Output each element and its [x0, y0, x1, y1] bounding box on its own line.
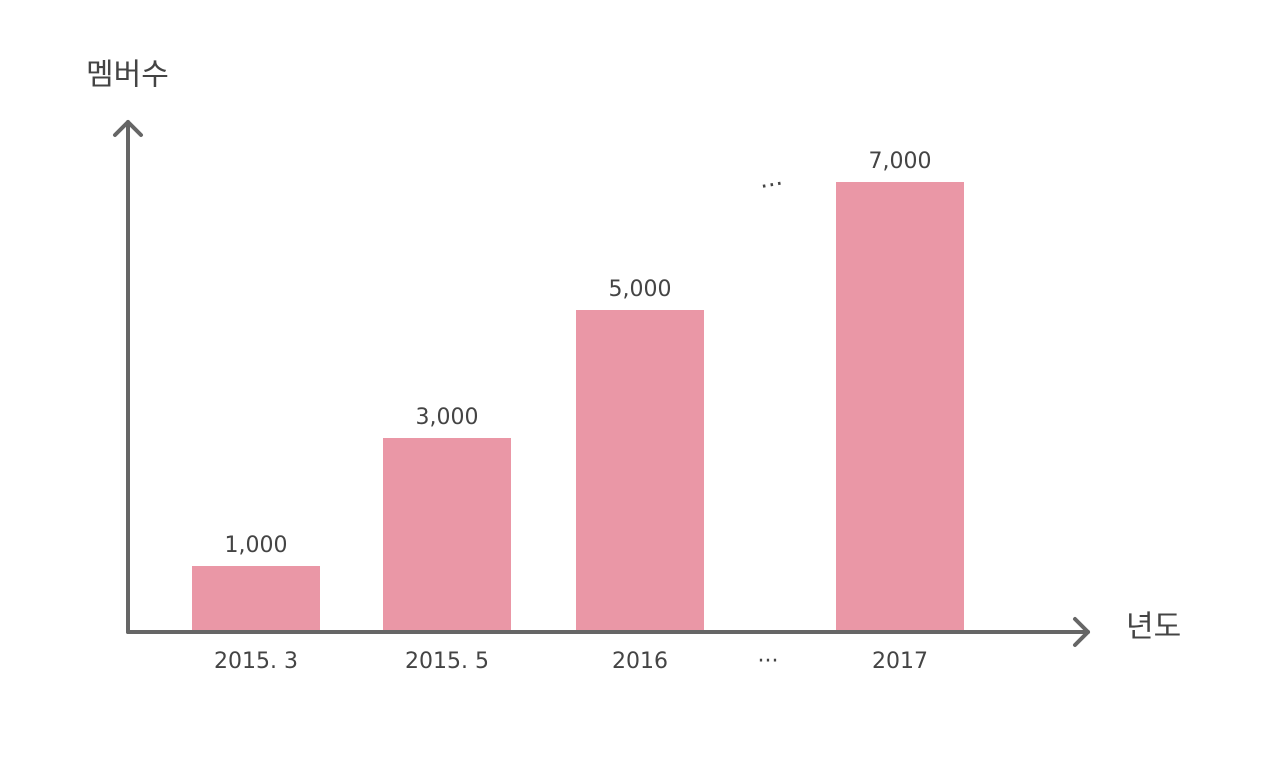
value-label: 5,000 — [609, 277, 672, 302]
x-tick-label: 2017 — [872, 649, 928, 674]
x-tick-label: 2015. 5 — [405, 649, 489, 674]
value-label: 3,000 — [416, 405, 479, 430]
y-axis-arrow — [113, 120, 143, 137]
value-label: 7,000 — [869, 149, 932, 174]
bar — [836, 182, 964, 630]
y-axis-label: 멤버수 — [86, 58, 169, 93]
x-tick-label: 2015. 3 — [214, 649, 298, 674]
x-axis-label: 년도 — [1126, 610, 1181, 645]
x-axis-arrow — [1073, 617, 1090, 647]
bar — [383, 438, 511, 630]
annotation: ··· — [758, 169, 785, 201]
axes — [113, 120, 1090, 647]
value-label: 1,000 — [225, 533, 288, 558]
x-tick-label: ··· — [758, 649, 779, 674]
bar — [192, 566, 320, 630]
x-tick-label: 2016 — [612, 649, 668, 674]
bar — [576, 310, 704, 630]
